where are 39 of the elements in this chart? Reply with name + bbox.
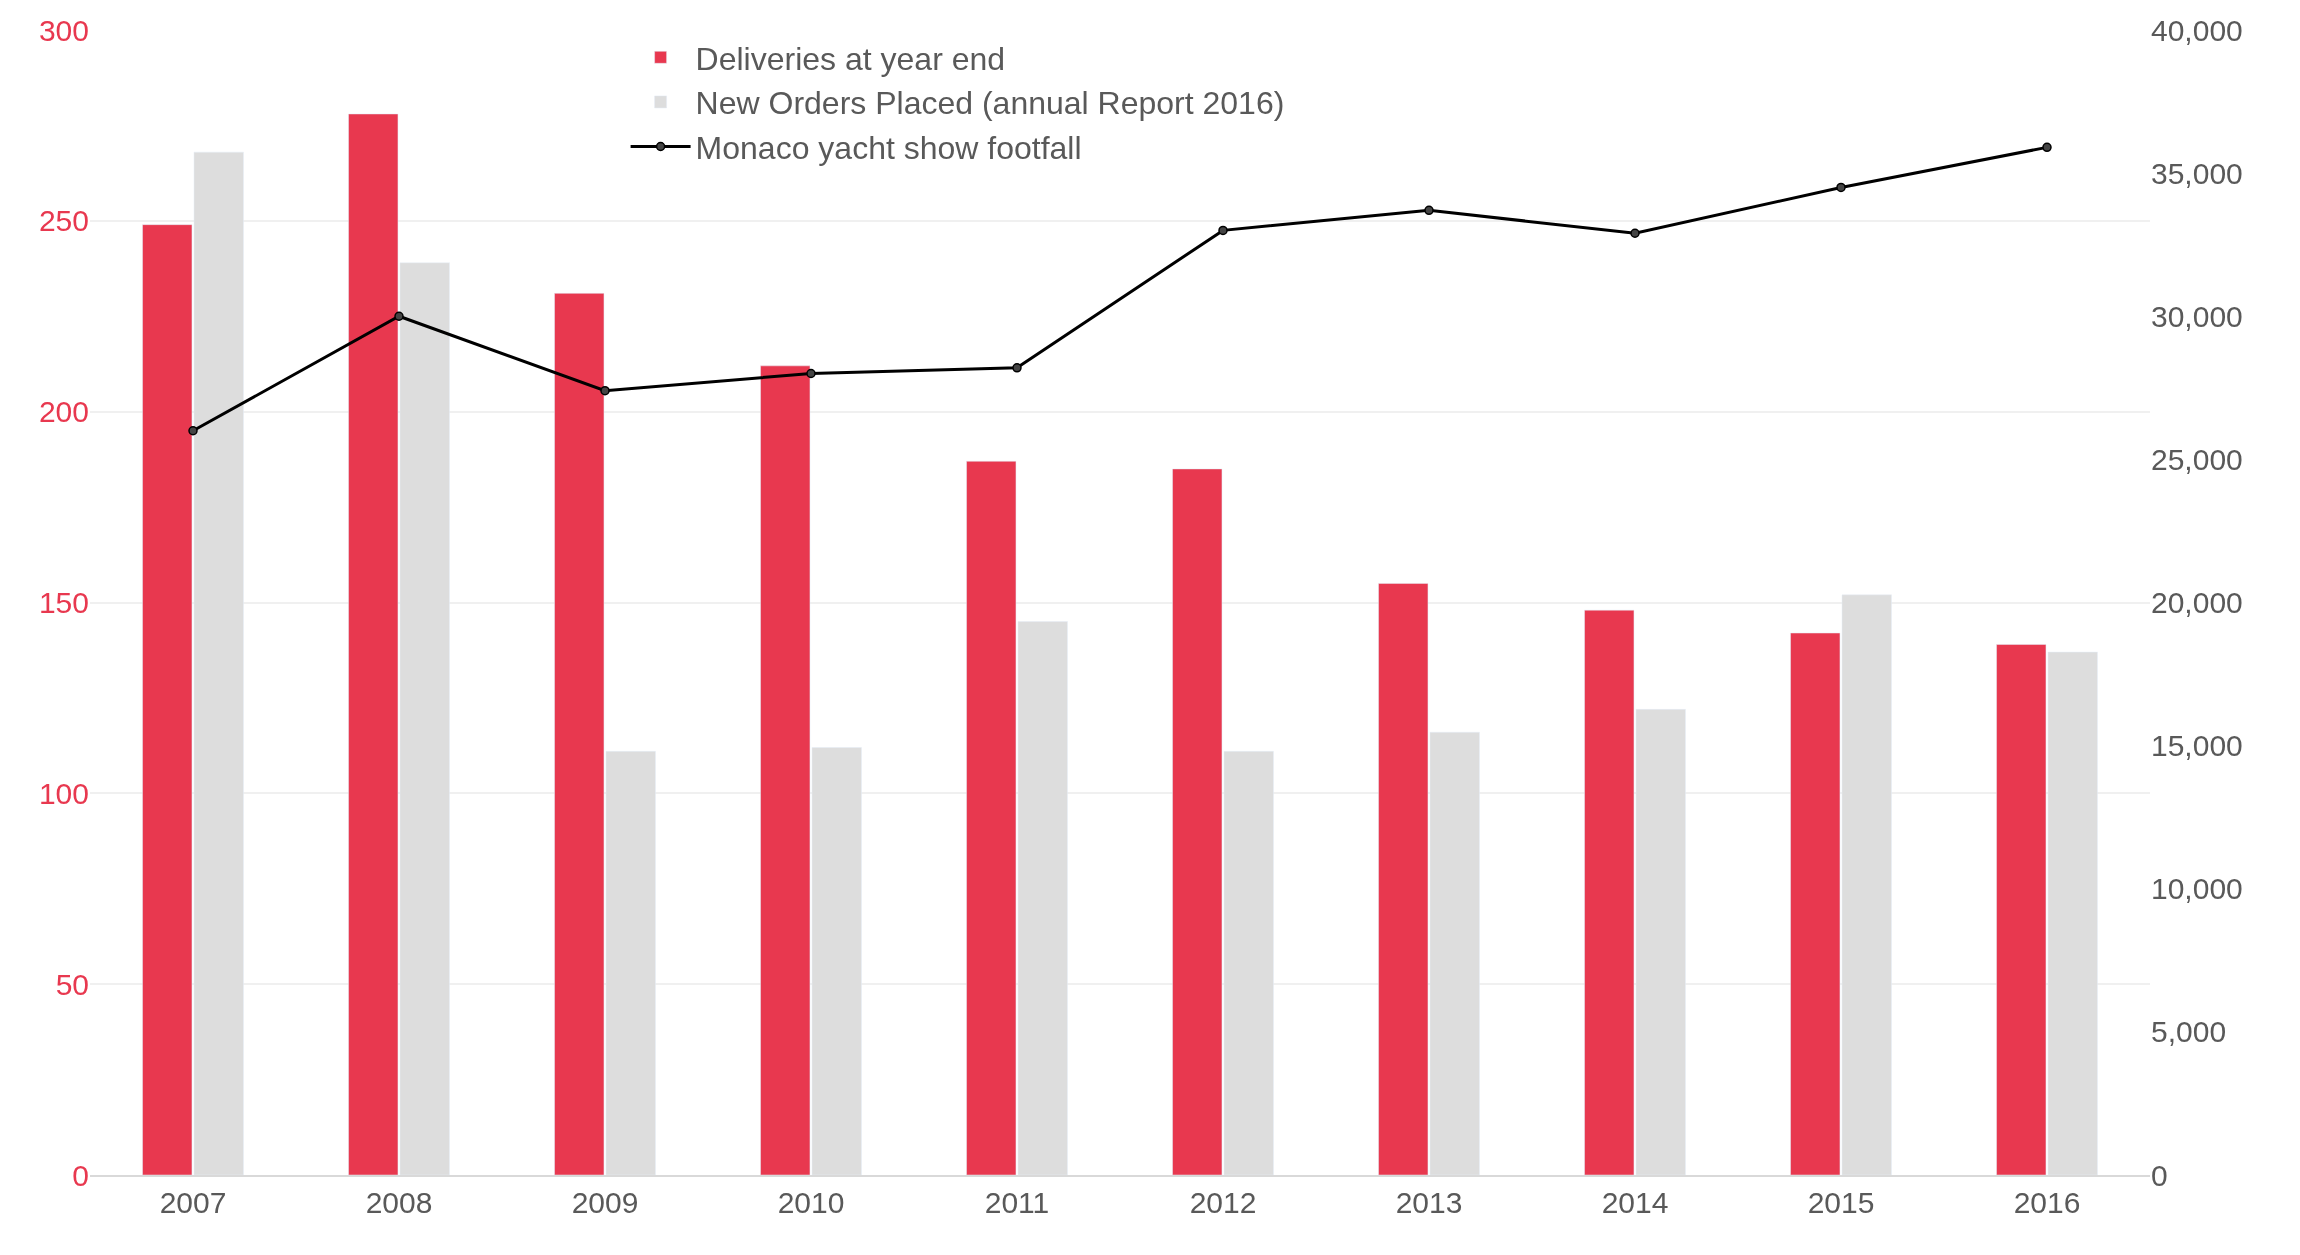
point [1012, 363, 1022, 373]
x-tick-label: 2007 [159, 1186, 227, 1219]
legend-label: Monaco yacht show footfall [695, 129, 1082, 166]
y-tick-label: 50 [55, 967, 89, 1001]
legend-label: Deliveries at year end [695, 40, 1006, 77]
x-tick-label: 2014 [1601, 1186, 1669, 1219]
y2-tick-label: 10,000 [2151, 872, 2243, 906]
point [188, 426, 198, 436]
point [1218, 225, 1228, 236]
x-tick-label: 2009 [571, 1186, 639, 1219]
point [600, 385, 610, 396]
y-tick-label: 300 [38, 13, 89, 47]
point [394, 311, 404, 321]
y-tick-label: 150 [38, 586, 89, 619]
y2-tick-label: 15,000 [2151, 729, 2243, 763]
point [1424, 205, 1434, 216]
x-tick-label: 2013 [1395, 1186, 1463, 1219]
point [2042, 142, 2052, 153]
y2-tick-label: 40,000 [2151, 13, 2243, 47]
point [806, 368, 816, 379]
x-tick-label: 2011 [984, 1186, 1050, 1219]
y2-tick-label: 25,000 [2151, 442, 2243, 476]
y-tick-label: 100 [38, 776, 89, 810]
y-tick-label: 0 [72, 1158, 89, 1192]
y2-tick-label: 5,000 [2151, 1015, 2227, 1049]
y-tick-label: 200 [38, 395, 89, 429]
point [1630, 228, 1640, 238]
x-tick-label: 2010 [777, 1186, 845, 1219]
y2-tick-label: 35,000 [2151, 156, 2243, 190]
point [1836, 182, 1846, 193]
x-tick-label: 2016 [2013, 1186, 2081, 1219]
x-tick-label: 2012 [1189, 1186, 1257, 1219]
y2-tick-label: 30,000 [2151, 299, 2243, 333]
x-tick-label: 2008 [365, 1186, 433, 1219]
y2-tick-label: 20,000 [2151, 586, 2243, 619]
y2-tick-label: 0 [2151, 1158, 2168, 1192]
legend-label: New Orders Placed (annual Report 2016) [695, 85, 1285, 122]
y-tick-label: 250 [38, 204, 89, 238]
x-tick-label: 2015 [1807, 1186, 1875, 1219]
